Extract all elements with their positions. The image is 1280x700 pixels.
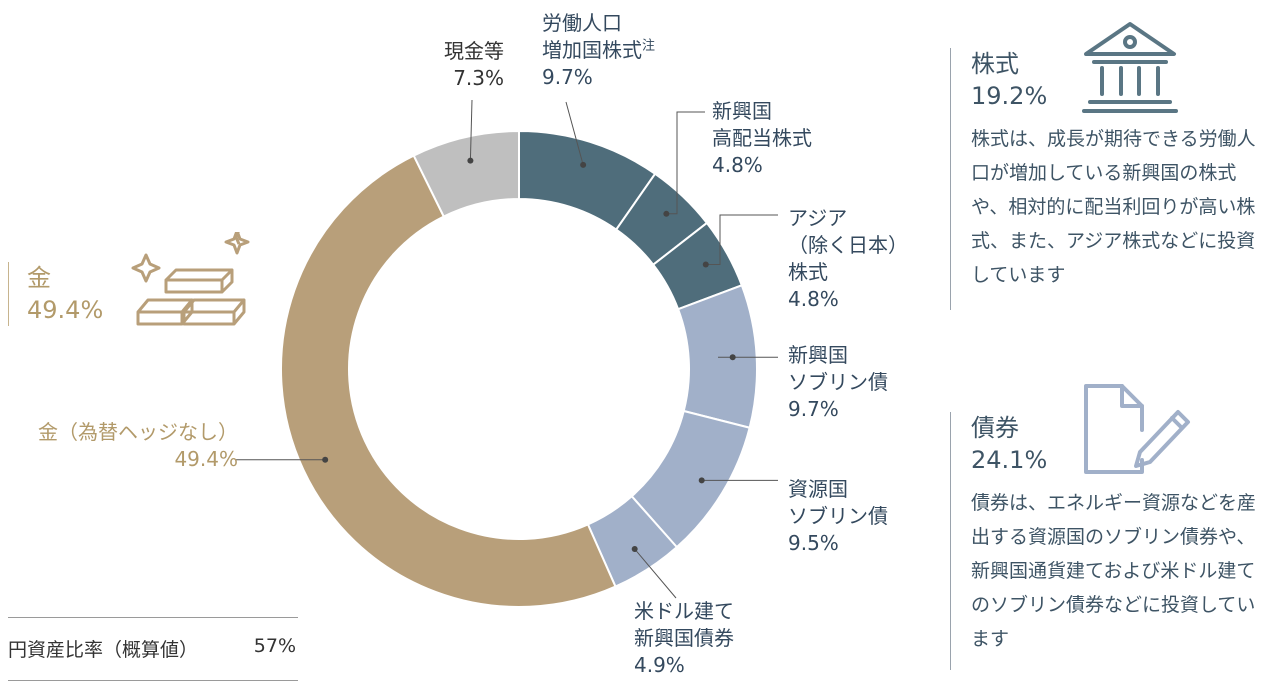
label-gold-unhedged: 金（為替ヘッジなし） 49.4% [38,420,238,471]
yen-ratio-value: 57% [253,635,296,657]
yen-asset-ratio: 円資産比率（概算値） 57% [8,617,298,681]
gold-group: 金 49.4% [8,262,103,326]
stock-group-description: 株式は、成長が期待できる労働人口が増加している新興国の株式や、相対的に配当利回り… [971,128,1256,286]
leader-dot [580,161,587,168]
label-em-high-dividend: 新興国 高配当株式 4.8% [712,99,812,177]
leader-line [666,111,705,215]
stock-group: 株式 19.2% 株式は、成長が期待できる労働人口が増加している新興国の株式や、… [950,48,1271,310]
label-usd-em-bonds: 米ドル建て 新興国債券 4.9% [634,599,734,677]
leader-dot [467,157,474,164]
bond-group-pct: 24.1% [971,446,1048,474]
leader-dot [322,456,329,463]
label-cash: 現金等 7.3% [444,39,504,90]
gold-group-pct: 49.4% [27,296,104,324]
leader-line [469,99,473,161]
slice-em-sovereign [676,284,758,429]
bank-building-icon [1082,22,1178,113]
leader-dot [663,210,670,217]
bond-group: 債券 24.1% 債券は、エネルギー資源などを産出する資源国のソブリン債券や、新… [950,412,1271,670]
yen-ratio-label: 円資産比率（概算値） [8,639,199,661]
leader-dot [702,261,709,268]
gold-bars-icon [131,232,250,326]
label-em-sovereign: 新興国 ソブリン債 9.7% [788,343,888,421]
label-asia-stocks: アジア （除く日本） 株式 4.8% [788,206,908,311]
bond-group-description: 債券は、エネルギー資源などを産出する資源国のソブリン債券や、新興国通貨建ておよび… [971,492,1257,650]
label-labor-stocks: 労働人口 増加国株式注 9.7% [542,11,656,89]
leader-line [634,548,677,599]
stock-group-pct: 19.2% [971,82,1048,110]
label-resource-sovereign: 資源国 ソブリン債 9.5% [788,477,888,555]
leader-line [565,101,584,165]
bond-group-title: 債券 [971,414,1019,442]
slice-gold-unhedged [280,154,617,608]
slice-cash [412,129,520,218]
stock-group-title: 株式 [971,50,1019,78]
gold-group-title: 金 [27,264,51,292]
document-pen-icon [1084,384,1190,474]
leader-dot [698,477,705,484]
leader-line [705,214,778,266]
leader-dot [631,546,638,553]
leader-dot [729,354,736,361]
